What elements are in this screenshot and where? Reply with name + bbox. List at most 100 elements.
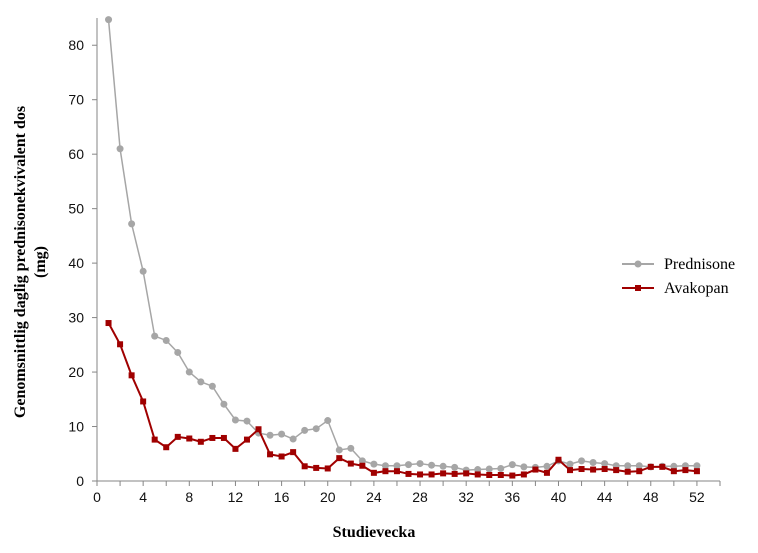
data-point xyxy=(555,456,562,463)
data-point xyxy=(659,463,666,470)
legend-marker xyxy=(634,260,642,268)
x-axis: 0 4 8 12 16 20 24 28 32 36 40 44 48 52 xyxy=(93,480,721,505)
data-point xyxy=(289,435,297,443)
data-point xyxy=(543,462,551,470)
y-tick-label: 10 xyxy=(68,419,84,435)
y-tick-label: 80 xyxy=(68,37,84,53)
data-point xyxy=(208,382,216,390)
data-point xyxy=(324,465,331,472)
y-axis-title-line-1: Genomsnittlig daglig prednisonekvivalent… xyxy=(12,106,29,418)
y-tick-label: 70 xyxy=(68,92,84,108)
legend-item-prednisone: Prednisone xyxy=(622,256,735,273)
data-point xyxy=(197,438,204,445)
data-point xyxy=(428,471,435,478)
x-tick-label: 16 xyxy=(274,489,290,505)
data-point xyxy=(463,470,470,477)
data-point xyxy=(174,348,182,356)
data-point xyxy=(393,462,401,470)
data-point xyxy=(312,425,320,433)
data-point xyxy=(417,471,424,478)
data-point xyxy=(359,462,366,469)
data-point xyxy=(266,431,274,439)
data-point xyxy=(232,445,239,452)
y-tick-label: 60 xyxy=(68,146,84,162)
data-point xyxy=(601,466,608,473)
x-tick-label: 40 xyxy=(551,489,567,505)
data-point xyxy=(163,444,170,451)
series-avakopan xyxy=(105,320,700,479)
data-point xyxy=(186,435,193,442)
data-point xyxy=(578,466,585,473)
x-tick-label: 28 xyxy=(412,489,428,505)
data-point xyxy=(162,336,170,344)
data-point xyxy=(508,461,516,469)
data-point xyxy=(267,451,274,458)
data-point xyxy=(220,400,228,408)
data-point xyxy=(151,332,159,340)
y-tick-label: 50 xyxy=(68,201,84,217)
data-point xyxy=(105,320,112,327)
data-point xyxy=(520,471,527,478)
data-point xyxy=(567,467,574,474)
data-point xyxy=(117,341,124,348)
data-point xyxy=(347,444,355,452)
x-tick-label: 48 xyxy=(643,489,659,505)
series-line xyxy=(107,322,698,477)
legend-label: Prednisone xyxy=(664,256,735,273)
data-point xyxy=(324,417,332,425)
data-point xyxy=(693,468,700,475)
series-line xyxy=(107,19,697,471)
data-point xyxy=(370,469,377,476)
y-tick-label: 20 xyxy=(68,364,84,380)
data-point xyxy=(405,470,412,477)
data-point xyxy=(601,460,609,468)
data-point xyxy=(440,470,447,477)
data-point xyxy=(243,436,250,443)
y-axis-title-line-2: (mg) xyxy=(32,246,49,278)
data-point xyxy=(405,461,412,469)
data-point xyxy=(336,455,343,462)
data-point xyxy=(451,463,459,471)
series-prednisone xyxy=(105,16,701,474)
data-point xyxy=(243,417,251,425)
data-point xyxy=(301,426,309,434)
data-point xyxy=(590,466,597,473)
data-point xyxy=(128,372,135,379)
data-point xyxy=(624,468,631,475)
y-tick-label: 30 xyxy=(68,310,84,326)
data-point xyxy=(532,466,539,473)
data-point xyxy=(185,368,193,376)
x-tick-label: 24 xyxy=(366,489,382,505)
data-point xyxy=(474,471,481,478)
data-point xyxy=(174,433,181,440)
x-tick-label: 8 xyxy=(185,489,193,505)
legend-item-avakopan: Avakopan xyxy=(622,280,729,297)
data-point xyxy=(578,457,586,465)
data-point xyxy=(358,457,366,465)
legend-label: Avakopan xyxy=(664,280,729,297)
x-tick-label: 52 xyxy=(689,489,705,505)
x-axis-title: Studievecka xyxy=(333,524,416,541)
data-point xyxy=(335,446,343,454)
data-point xyxy=(278,453,285,460)
data-point xyxy=(393,468,400,475)
data-point xyxy=(382,468,389,475)
data-point xyxy=(439,462,447,470)
data-point xyxy=(301,463,308,470)
data-point xyxy=(670,462,678,470)
data-point xyxy=(474,466,482,474)
x-tick-label: 32 xyxy=(458,489,474,505)
data-point xyxy=(520,463,528,471)
data-point xyxy=(497,472,504,479)
data-point xyxy=(693,462,701,470)
data-point xyxy=(128,220,136,228)
data-point xyxy=(589,458,597,466)
data-point xyxy=(416,460,424,468)
data-point xyxy=(139,267,147,275)
data-point xyxy=(290,449,297,456)
data-point xyxy=(116,145,124,153)
x-tick-label: 20 xyxy=(320,489,336,505)
data-point xyxy=(278,430,286,438)
data-point xyxy=(197,378,205,386)
